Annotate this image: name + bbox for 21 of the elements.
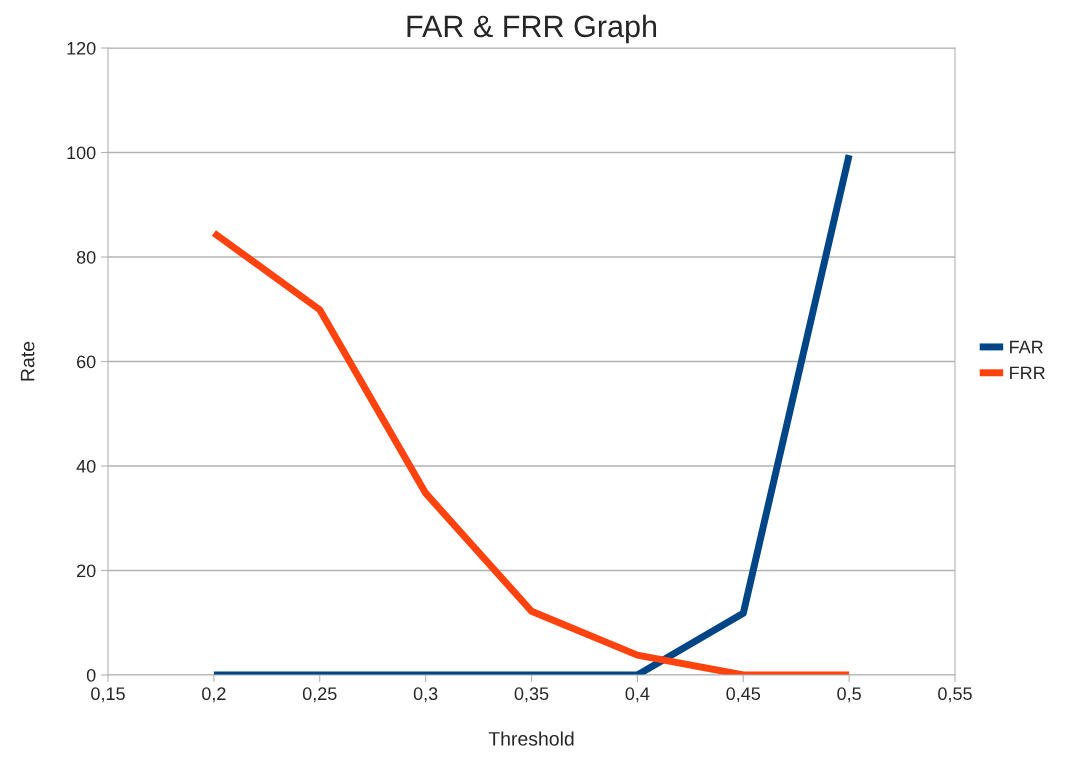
y-tick-label: 20 [77,564,96,578]
y-axis-title: Rate [20,341,35,381]
y-tick-label: 0 [86,668,96,682]
x-tick-label: 0,5 [837,687,861,703]
y-tick-label: 40 [76,459,96,473]
legend-label: FRR [1010,366,1045,380]
x-tick-label: 0,35 [514,687,549,703]
x-tick-label: 0,45 [726,687,761,703]
x-tick-label: 0,4 [625,687,650,703]
x-tick-label: 0,15 [91,687,125,703]
x-tick-label: 0,3 [413,687,438,703]
x-tick-label: 0,25 [302,687,337,703]
y-tick-label: 80 [76,250,96,264]
y-tick-label: 120 [67,41,96,55]
x-tick-label: 0,55 [938,687,972,703]
x-tick-label: 0,2 [202,687,226,703]
x-axis-title: Threshold [488,731,574,746]
y-tick-label: 100 [67,146,96,160]
chart-title: FAR & FRR Graph [407,14,657,44]
legend-label: FAR [1010,340,1043,354]
y-tick-label: 60 [77,355,96,369]
